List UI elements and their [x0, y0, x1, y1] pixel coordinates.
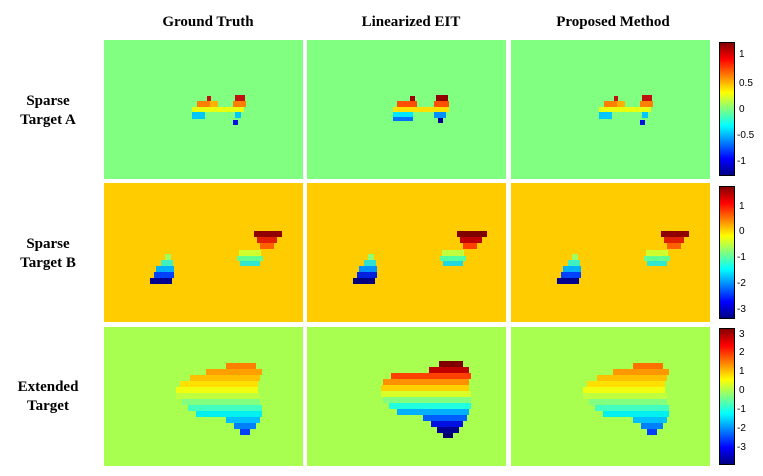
row-label-line: Sparse [26, 93, 70, 109]
row-label-sparse-target-b: Sparse Target B [0, 235, 96, 273]
column-title-ground-truth: Ground Truth [162, 14, 254, 30]
row-label-line: Target B [20, 255, 76, 271]
panel-a-linearized-eit [307, 40, 506, 179]
panel-a-proposed-method [511, 40, 710, 179]
colorbar-row-a [719, 42, 735, 176]
panel-b-linearized-eit [307, 183, 506, 322]
panel-b-ground-truth [104, 183, 303, 322]
colorbar-b-tick: 0 [739, 226, 745, 237]
colorbar-b-tick: -2 [737, 278, 746, 289]
panel-c-proposed-method [511, 327, 710, 466]
row-label-line: Target [27, 398, 69, 414]
row-label-line: Target A [20, 112, 76, 128]
colorbar-c-tick: 1 [739, 366, 745, 377]
colorbar-b-tick: 1 [739, 201, 745, 212]
colorbar-a-tick: 1 [739, 49, 745, 60]
colorbar-a-tick: -1 [737, 156, 746, 167]
colorbar-a-tick: 0.5 [739, 78, 753, 89]
colorbar-c-tick: 2 [739, 347, 745, 358]
colorbar-c-tick: 3 [739, 329, 745, 340]
colorbar-b-tick: -1 [737, 252, 746, 263]
colorbar-a-tick: -0.5 [737, 130, 755, 141]
column-title-proposed-method: Proposed Method [556, 14, 670, 30]
panel-a-ground-truth [104, 40, 303, 179]
column-title-linearized-eit: Linearized EIT [361, 14, 461, 30]
row-label-sparse-target-a: Sparse Target A [0, 92, 96, 130]
colorbar-c-tick: -1 [737, 404, 746, 415]
colorbar-c-tick: 0 [739, 385, 745, 396]
colorbar-c-tick: -2 [737, 423, 746, 434]
colorbar-a-tick: 0 [739, 104, 745, 115]
row-label-extended-target: Extended Target [0, 378, 96, 416]
panel-b-proposed-method [511, 183, 710, 322]
colorbar-b-tick: -3 [737, 304, 746, 315]
row-label-line: Extended [17, 379, 79, 395]
colorbar-c-tick: -3 [737, 442, 746, 453]
colorbar-row-b [719, 186, 735, 319]
colorbar-row-c [719, 328, 735, 465]
panel-c-ground-truth [104, 327, 303, 466]
panel-c-linearized-eit [307, 327, 506, 466]
row-label-line: Sparse [26, 236, 70, 252]
